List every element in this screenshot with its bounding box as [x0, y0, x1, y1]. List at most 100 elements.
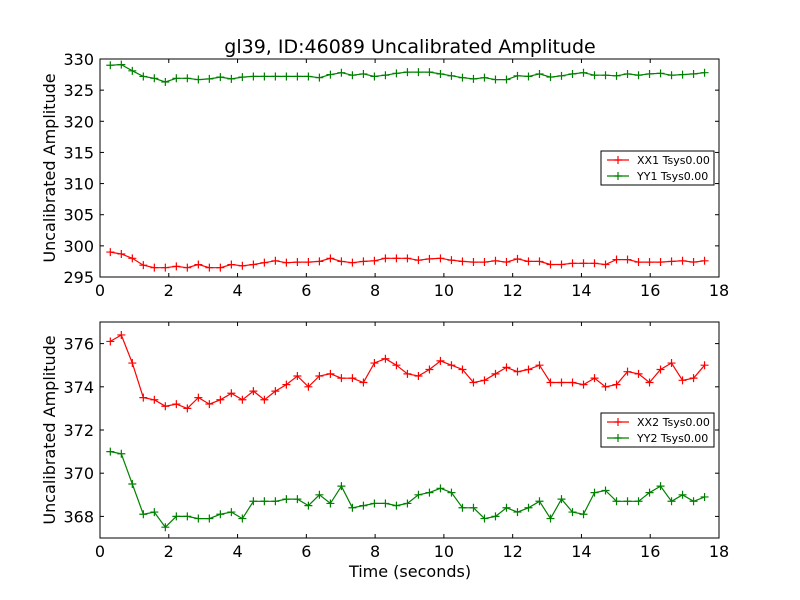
- top-data-point: [249, 72, 258, 81]
- top-data-point: [150, 74, 159, 83]
- top-x-tick-label: 6: [301, 281, 311, 300]
- bottom-data-point: [172, 400, 181, 409]
- bottom-x-tick-label: 8: [370, 542, 380, 561]
- top-x-tick-label: 8: [370, 281, 380, 300]
- bottom-data-point: [381, 354, 390, 363]
- bottom-x-tick-label: 18: [709, 542, 729, 561]
- bottom-data-point: [425, 365, 434, 374]
- bottom-data-point: [172, 512, 181, 521]
- bottom-data-point: [315, 372, 324, 380]
- top-data-point: [546, 260, 555, 269]
- bottom-data-point: [370, 499, 379, 508]
- bottom-data-point: [678, 376, 687, 385]
- top-data-point: [117, 60, 126, 69]
- top-x-tick-label: 12: [502, 281, 522, 300]
- top-data-point: [667, 257, 676, 266]
- top-data-point: [502, 75, 511, 84]
- top-series-1: [106, 248, 709, 272]
- top-data-point: [172, 74, 181, 83]
- top-data-point: [183, 74, 192, 83]
- top-data-point: [337, 257, 346, 266]
- top-data-point: [513, 71, 522, 80]
- bottom-data-point: [436, 356, 445, 365]
- bottom-data-point: [601, 382, 610, 391]
- bottom-data-point: [557, 495, 566, 504]
- bottom-data-point: [689, 497, 698, 506]
- top-chart: 0 2 4 6 8 10 12 14 16 18 295 300 305 310 315 320 325 330 X…: [63, 50, 729, 300]
- top-data-point: [150, 263, 159, 272]
- top-data-point: [205, 74, 214, 83]
- bottom-data-point: [535, 497, 544, 506]
- bottom-data-point: [568, 508, 577, 517]
- bottom-series-2: [106, 447, 709, 532]
- bottom-data-point: [293, 495, 302, 504]
- top-data-point: [601, 260, 610, 269]
- bottom-data-point: [546, 514, 555, 523]
- bottom-data-point: [590, 488, 599, 497]
- top-data-point: [403, 254, 412, 263]
- top-data-point: [590, 259, 599, 268]
- bottom-data-point: [271, 387, 280, 396]
- top-data-point: [271, 256, 280, 265]
- top-data-point: [271, 72, 280, 81]
- bottom-data-point: [106, 337, 115, 346]
- top-data-point: [700, 68, 709, 77]
- bottom-data-point: [304, 382, 313, 391]
- top-data-point: [667, 71, 676, 80]
- bottom-x-tick-label: 10: [434, 542, 454, 561]
- top-data-point: [326, 254, 335, 263]
- top-legend-marker: [614, 156, 622, 164]
- bottom-data-point: [337, 374, 346, 383]
- top-data-point: [216, 263, 225, 272]
- bottom-data-point: [205, 400, 214, 409]
- bottom-data-point: [447, 361, 456, 370]
- bottom-data-point: [535, 361, 544, 370]
- top-data-point: [480, 258, 489, 267]
- bottom-data-point: [645, 488, 654, 497]
- top-data-point: [183, 263, 192, 272]
- bottom-data-point: [634, 497, 643, 506]
- bottom-data-point: [370, 359, 379, 368]
- bottom-x-tick-label: 6: [301, 542, 311, 561]
- top-data-point: [689, 69, 698, 78]
- bottom-data-point: [271, 497, 280, 506]
- bottom-data-point: [150, 508, 159, 517]
- top-x-tick-label: 2: [164, 281, 174, 300]
- top-data-point: [458, 73, 467, 82]
- top-x-tick-label: 10: [434, 281, 454, 300]
- top-data-point: [128, 66, 137, 75]
- top-data-point: [128, 254, 137, 263]
- top-data-point: [623, 69, 632, 78]
- bottom-data-point: [183, 404, 192, 413]
- top-legend: XX1 Tsys0.00 YY1 Tsys0.00: [600, 150, 715, 186]
- top-data-point: [194, 75, 203, 84]
- bottom-data-point: [106, 447, 115, 456]
- bottom-y-tick-label: 374: [63, 378, 94, 397]
- bottom-data-point: [414, 372, 423, 380]
- top-data-point: [260, 258, 269, 267]
- top-y-tick-label: 330: [63, 50, 94, 69]
- top-data-point: [612, 255, 621, 264]
- top-data-point: [403, 68, 412, 77]
- bottom-y-tick-label: 376: [63, 335, 94, 354]
- bottom-data-point: [128, 480, 137, 488]
- bottom-data-point: [161, 523, 170, 532]
- top-data-point: [425, 68, 434, 77]
- bottom-data-point: [293, 372, 302, 380]
- top-data-point: [260, 72, 269, 81]
- bottom-data-point: [491, 369, 500, 378]
- top-data-point: [359, 69, 368, 78]
- bottom-x-tick-label: 14: [571, 542, 591, 561]
- top-data-point: [304, 258, 313, 267]
- bottom-data-point: [216, 510, 225, 519]
- top-data-point: [161, 78, 170, 87]
- bottom-data-point: [469, 503, 478, 512]
- top-data-point: [678, 70, 687, 79]
- bottom-data-point: [227, 508, 236, 517]
- top-data-point: [293, 258, 302, 267]
- bottom-data-point: [128, 359, 137, 368]
- bottom-data-point: [238, 395, 247, 404]
- top-data-point: [381, 71, 390, 80]
- top-data-point: [458, 257, 467, 266]
- bottom-x-tick-label: 0: [95, 542, 105, 561]
